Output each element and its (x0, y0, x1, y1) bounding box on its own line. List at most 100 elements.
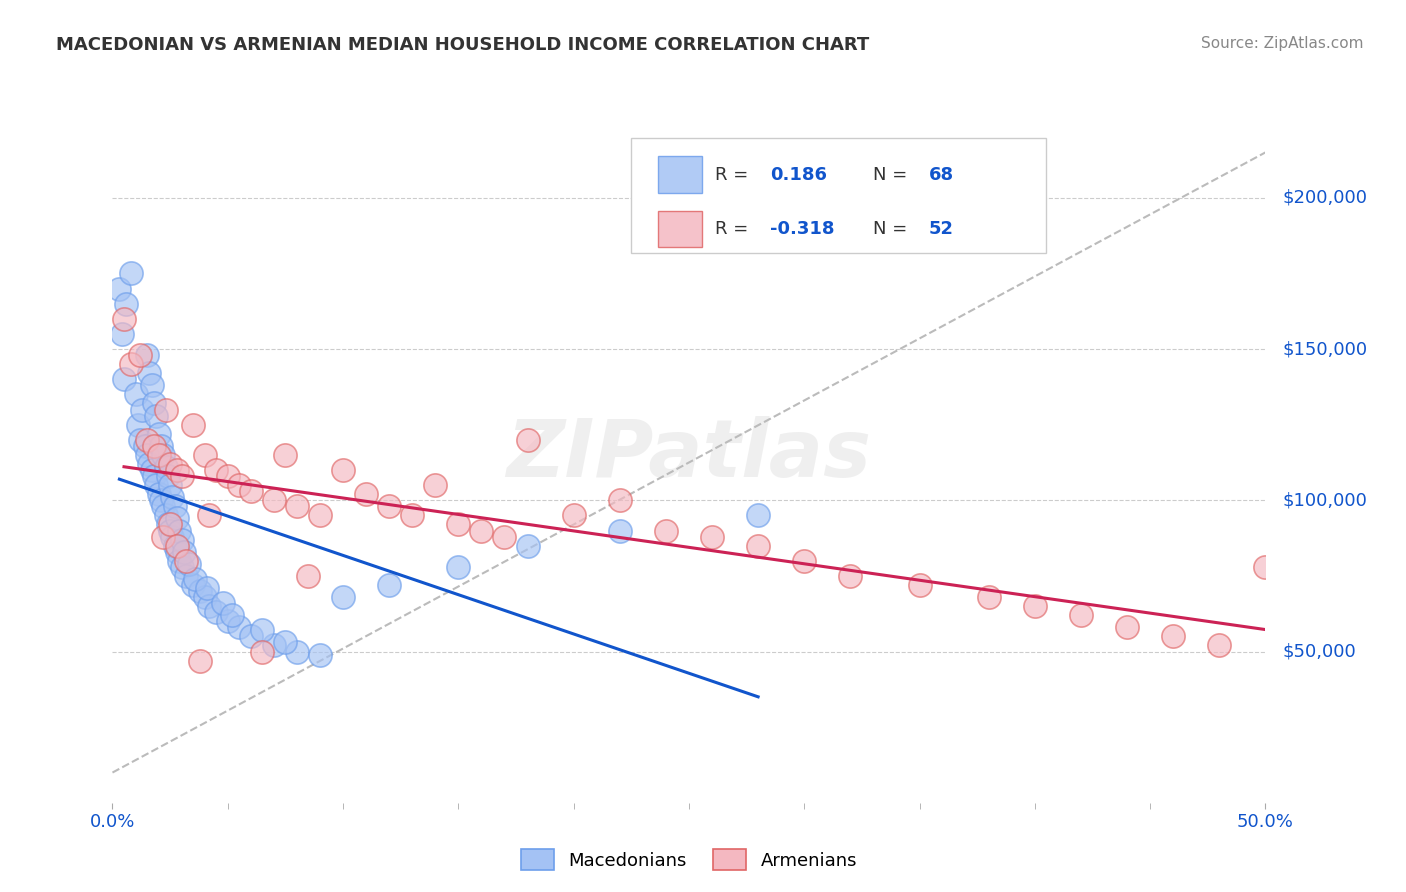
Point (285, 500, 308, 514)
Point (163, 539, 186, 553)
Point (839, 569, 862, 583)
Point (401, 508, 423, 523)
Point (447, 559, 470, 574)
Point (609, 493, 631, 508)
Point (148, 487, 170, 501)
Point (143, 469, 166, 483)
Point (174, 569, 197, 583)
Point (159, 478, 181, 492)
Point (188, 584, 211, 599)
Point (149, 493, 172, 508)
Point (177, 557, 200, 571)
Point (173, 545, 195, 559)
Point (155, 402, 177, 417)
Point (136, 348, 159, 362)
Point (239, 484, 262, 499)
Point (228, 478, 250, 492)
Point (1254, 559, 1277, 574)
Point (1116, 620, 1139, 634)
Point (170, 559, 193, 574)
Point (149, 439, 172, 453)
Point (166, 463, 188, 477)
Point (205, 463, 228, 477)
Point (156, 517, 179, 532)
Point (239, 629, 262, 643)
Point (425, 478, 447, 492)
Point (198, 599, 221, 614)
Point (181, 417, 204, 432)
Point (516, 433, 538, 447)
Point (129, 433, 152, 447)
Point (152, 530, 174, 544)
Point (159, 524, 181, 538)
Point (562, 508, 585, 523)
Point (354, 487, 377, 501)
Point (1208, 639, 1230, 653)
Point (120, 267, 142, 281)
Legend: Macedonians, Armenians: Macedonians, Armenians (513, 842, 865, 877)
Point (166, 511, 188, 525)
Point (156, 469, 179, 483)
Point (609, 524, 631, 538)
Point (159, 517, 181, 532)
Point (252, 624, 274, 638)
Point (115, 296, 138, 310)
Point (977, 590, 1000, 604)
Point (194, 590, 217, 604)
Point (166, 545, 188, 559)
Point (274, 448, 297, 462)
Point (152, 500, 174, 514)
Point (1024, 599, 1046, 614)
Point (166, 539, 188, 553)
Point (138, 457, 160, 471)
Point (131, 402, 153, 417)
Point (494, 530, 516, 544)
Point (217, 615, 239, 629)
Point (162, 530, 184, 544)
Point (263, 493, 285, 508)
Point (332, 463, 354, 477)
Point (332, 590, 354, 604)
Point (184, 572, 207, 586)
Point (309, 648, 332, 662)
Point (221, 608, 243, 623)
Point (378, 500, 401, 514)
Point (205, 605, 228, 619)
FancyBboxPatch shape (658, 156, 702, 193)
Point (217, 469, 239, 483)
Point (181, 578, 204, 592)
Text: N =: N = (873, 166, 914, 184)
Text: R =: R = (716, 219, 755, 238)
Point (162, 490, 184, 504)
Point (129, 348, 152, 362)
Point (747, 539, 769, 553)
Point (112, 311, 135, 326)
Text: 68: 68 (929, 166, 953, 184)
Point (127, 417, 149, 432)
Point (145, 409, 167, 423)
Point (188, 654, 211, 668)
Point (263, 639, 285, 653)
Point (228, 620, 250, 634)
Text: $150,000: $150,000 (1282, 340, 1368, 358)
Point (793, 554, 815, 568)
Point (1161, 629, 1184, 643)
Point (198, 508, 221, 523)
Point (159, 457, 181, 471)
Point (111, 326, 134, 341)
Point (700, 530, 723, 544)
Point (108, 281, 131, 295)
Point (195, 581, 218, 595)
Text: $100,000: $100,000 (1282, 491, 1368, 509)
Point (174, 554, 197, 568)
Text: -0.318: -0.318 (769, 219, 834, 238)
Point (124, 387, 146, 401)
Text: MACEDONIAN VS ARMENIAN MEDIAN HOUSEHOLD INCOME CORRELATION CHART: MACEDONIAN VS ARMENIAN MEDIAN HOUSEHOLD … (56, 36, 869, 54)
Point (447, 517, 470, 532)
Point (163, 500, 186, 514)
FancyBboxPatch shape (631, 138, 1046, 253)
Text: 0.186: 0.186 (769, 166, 827, 184)
Text: Source: ZipAtlas.com: Source: ZipAtlas.com (1201, 36, 1364, 51)
Point (112, 372, 135, 386)
Point (169, 524, 191, 538)
